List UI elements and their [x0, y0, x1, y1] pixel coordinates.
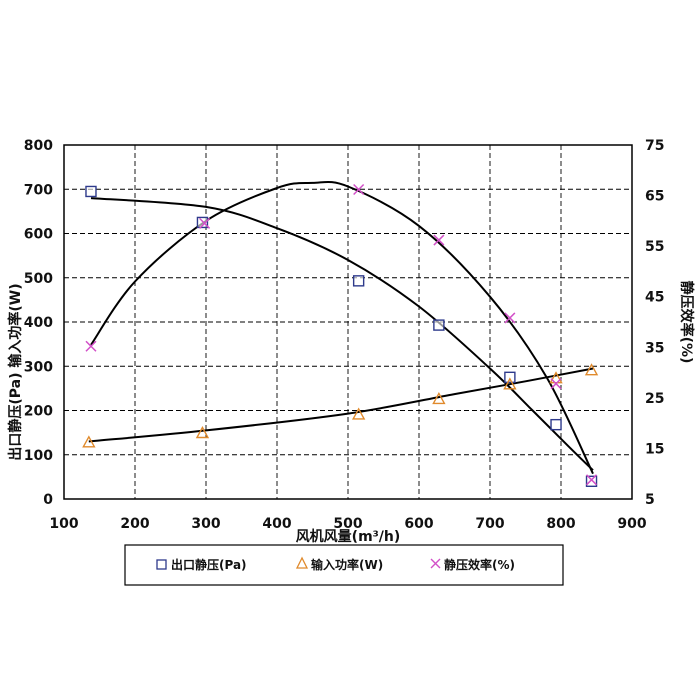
legend-entry-input-power: 输入功率(W) [295, 556, 383, 572]
y-right-tick-label: 15 [645, 441, 664, 457]
y-left-tick-label: 0 [43, 492, 53, 508]
x-axis-ticks: 100 200 300 400 500 600 700 800 900 [49, 516, 646, 532]
x-tick-label: 200 [120, 516, 149, 532]
y-left-tick-label: 800 [24, 138, 53, 154]
right-axis-label: 静压效率(%) [678, 281, 695, 364]
y-left-tick-label: 500 [24, 271, 53, 287]
efficiency-point [585, 474, 598, 486]
y-left-tick-label: 600 [24, 227, 53, 243]
legend-label: 输入功率(W) [311, 557, 383, 572]
static-pressure-point [433, 319, 445, 331]
input-power-point [584, 363, 599, 376]
left-axis-label: 出口静压(Pa) 输入功率(W) [7, 283, 24, 460]
y-right-tick-label: 75 [645, 138, 664, 154]
efficiency-point [353, 183, 365, 196]
static-pressure-point [85, 185, 97, 198]
x-tick-label: 100 [49, 516, 78, 532]
data-markers [82, 183, 599, 487]
input-power-fit-curve [88, 367, 594, 443]
input-power-point [432, 391, 446, 405]
x-tick-label: 400 [262, 516, 291, 532]
efficiency-point [199, 217, 211, 229]
plot-area-frame [63, 144, 633, 500]
y-right-tick-label: 35 [645, 340, 664, 356]
y-left-tick-label: 200 [24, 404, 53, 420]
legend: 出口静压(Pa) 输入功率(W) 静压效率(%) [124, 544, 564, 586]
static-pressure-point [585, 475, 598, 487]
x-tick-label: 700 [475, 516, 504, 532]
input-power-point [351, 407, 366, 420]
input-power-point [82, 435, 96, 448]
legend-label: 静压效率(%) [444, 557, 515, 572]
efficiency-point [550, 378, 562, 390]
static-pressure-point [504, 371, 516, 384]
triangle-marker-icon [295, 556, 309, 569]
legend-entry-static-pressure: 出口静压(Pa) [156, 557, 247, 572]
right-axis-ticks: 5 15 25 35 45 55 65 75 [645, 138, 664, 508]
y-left-tick-label: 300 [24, 359, 53, 375]
x-marker-icon [430, 558, 441, 569]
x-tick-label: 300 [191, 516, 220, 532]
y-left-tick-label: 100 [24, 448, 53, 464]
efficiency-fit-curve [90, 180, 594, 475]
grid [64, 145, 632, 499]
input-power-point [195, 426, 210, 439]
y-right-tick-label: 65 [645, 189, 664, 205]
square-marker-icon [156, 559, 167, 570]
legend-box [124, 544, 564, 586]
x-tick-label: 500 [333, 516, 362, 532]
x-tick-label: 600 [404, 516, 433, 532]
efficiency-point [433, 234, 445, 246]
x-tick-label: 800 [546, 516, 575, 532]
x-axis-label: 风机风量(m³/h) [296, 528, 401, 545]
y-left-tick-label: 400 [24, 315, 53, 331]
y-right-tick-label: 5 [645, 492, 655, 508]
legend-entry-efficiency: 静压效率(%) [430, 557, 515, 572]
y-right-tick-label: 55 [645, 239, 664, 255]
input-power-point [503, 377, 517, 390]
y-left-tick-label: 700 [24, 182, 53, 198]
efficiency-point [85, 340, 97, 352]
legend-label: 出口静压(Pa) [171, 557, 247, 572]
fit-curves [88, 180, 594, 475]
x-tick-label: 900 [617, 516, 646, 532]
static-pressure-point [550, 418, 562, 431]
static-pressure-point [196, 216, 209, 229]
y-right-tick-label: 45 [645, 290, 664, 306]
left-axis-ticks: 0 100 200 300 400 500 600 700 800 [24, 138, 53, 508]
static-pressure-point [352, 275, 365, 287]
efficiency-point [504, 312, 516, 324]
y-right-tick-label: 25 [645, 391, 664, 407]
